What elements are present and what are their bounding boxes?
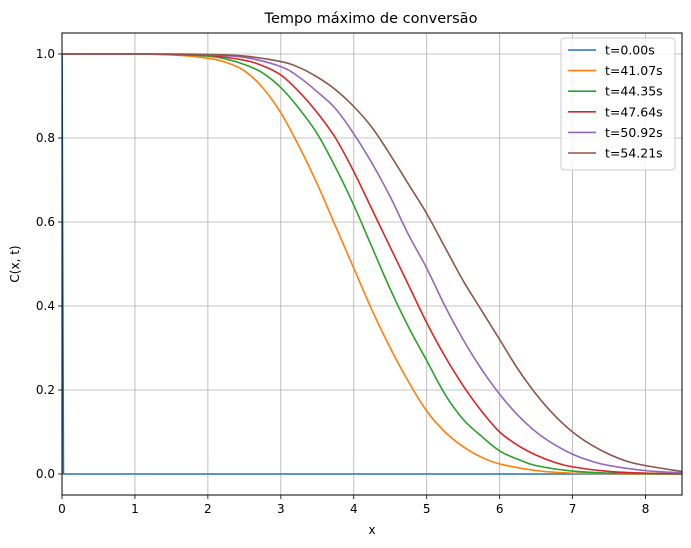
legend: t=0.00s t=41.07s t=44.35s t=47.64s t=50.92s t… bbox=[560, 37, 676, 171]
plot-area-frame bbox=[61, 32, 683, 496]
y-tick-label: 0.8 bbox=[36, 131, 55, 145]
y-tick-label: 0.4 bbox=[36, 299, 55, 313]
x-tick-label: 7 bbox=[569, 502, 577, 516]
x-tick-label: 4 bbox=[350, 502, 358, 516]
series-line bbox=[62, 53, 682, 475]
y-tick-label: 0.0 bbox=[36, 467, 55, 481]
y-axis-label: C(x, t) bbox=[8, 245, 22, 282]
x-tick-label: 3 bbox=[277, 502, 285, 516]
legend-label: t=41.07s bbox=[605, 63, 663, 78]
legend-label: t=47.64s bbox=[605, 104, 663, 119]
y-tick-label: 1.0 bbox=[36, 47, 55, 61]
x-axis-ticks: 0 1 2 3 4 5 6 7 8 bbox=[58, 495, 649, 516]
y-tick-label: 0.2 bbox=[36, 383, 55, 397]
x-tick-label: 8 bbox=[642, 502, 650, 516]
x-axis-label: x bbox=[368, 523, 375, 537]
legend-label: t=50.92s bbox=[605, 125, 663, 140]
x-tick-label: 6 bbox=[496, 502, 504, 516]
x-tick-label: 2 bbox=[204, 502, 212, 516]
x-tick-label: 1 bbox=[131, 502, 139, 516]
chart-title: Tempo máximo de conversão bbox=[264, 11, 478, 27]
series-line bbox=[62, 53, 682, 473]
series-lines bbox=[62, 53, 682, 475]
series-line bbox=[62, 53, 682, 475]
series-line bbox=[62, 53, 682, 475]
legend-label: t=54.21s bbox=[605, 146, 663, 161]
x-tick-label: 0 bbox=[58, 502, 66, 516]
y-axis-ticks: 0.0 0.2 0.4 0.6 0.8 1.0 bbox=[36, 47, 62, 481]
legend-label: t=44.35s bbox=[605, 84, 663, 99]
x-tick-label: 5 bbox=[423, 502, 431, 516]
legend-entries: t=0.00s t=41.07s t=44.35s t=47.64s t=50.92s t… bbox=[568, 43, 663, 161]
legend-label: t=0.00s bbox=[605, 43, 655, 58]
y-tick-label: 0.6 bbox=[36, 215, 55, 229]
